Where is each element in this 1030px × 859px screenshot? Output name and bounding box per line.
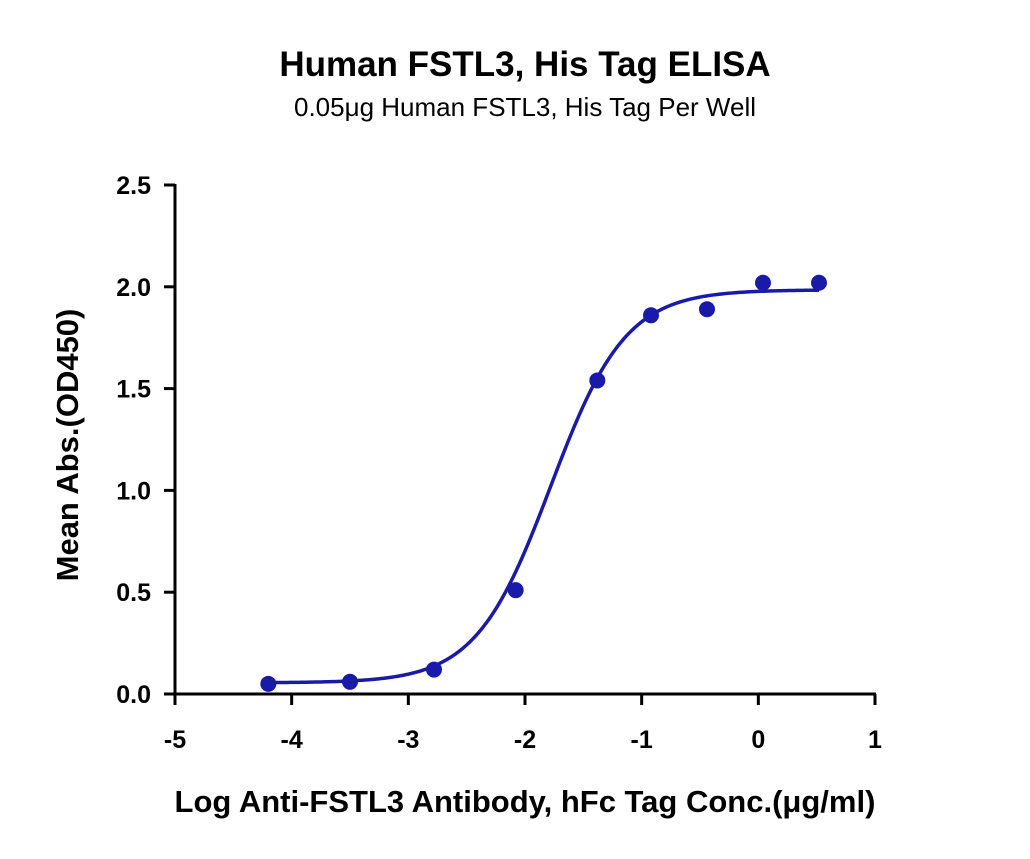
data-point [643,307,659,324]
chart-subtitle: 0.05μg Human FSTL3, His Tag Per Well [294,92,756,122]
y-tick-label: 2.0 [116,274,151,302]
x-tick-label: -5 [164,726,186,754]
data-point [755,274,771,291]
data-point [507,582,524,599]
y-tick-label: 2.5 [116,172,151,200]
x-tick-label: 0 [751,726,765,754]
data-point [589,372,606,389]
x-tick-label: -2 [514,726,536,754]
data-point [260,675,277,692]
x-tick-label: -4 [281,726,303,754]
data-point [811,274,827,291]
y-tick-label: 0.0 [116,681,151,709]
plot-area: -5 -4 -3 -2 -1 0 1 0.0 0.5 1.0 1.5 2.0 2.5 [116,172,882,754]
x-axis-title: Log Anti-FSTL3 Antibody, hFc Tag Conc.(μ… [175,784,876,819]
y-tick-label: 1.0 [116,477,151,505]
fit-curve [268,288,820,685]
x-tick-label: 1 [868,726,882,754]
data-point [342,673,358,690]
y-tick-label: 1.5 [116,376,151,404]
data-point [699,301,715,318]
x-tick-label: -3 [397,726,419,754]
chart-title: Human FSTL3, His Tag ELISA [279,45,770,84]
y-axis-title: Mean Abs.(OD450) [50,309,85,582]
y-tick-label: 0.5 [116,579,151,607]
data-point [426,661,442,678]
x-tick-label: -1 [631,726,653,754]
